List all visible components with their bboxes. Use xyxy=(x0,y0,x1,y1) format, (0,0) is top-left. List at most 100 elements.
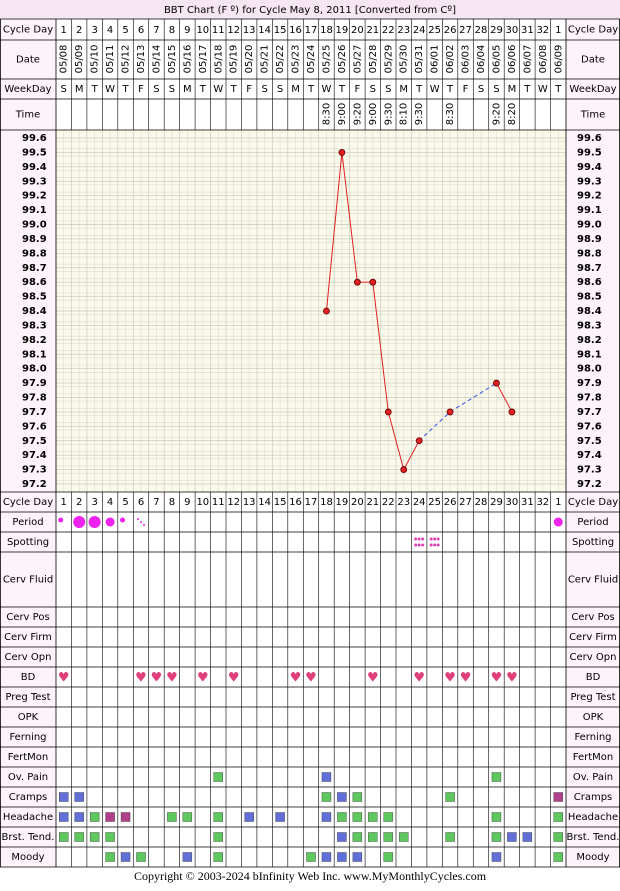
cycle-day: 8 xyxy=(169,497,175,508)
symptom-box xyxy=(89,812,100,822)
y-tick-label: 99.2 xyxy=(22,191,47,202)
symptom-box xyxy=(553,812,563,822)
temp-point xyxy=(446,408,454,416)
row-label: WeekDay xyxy=(4,84,51,95)
row-label: Cycle Day xyxy=(3,25,53,36)
cycle-day: 7 xyxy=(153,497,159,508)
temp-point xyxy=(384,408,392,416)
symptom-box xyxy=(213,832,223,842)
symptom-box xyxy=(352,812,363,822)
cycle-day: 14 xyxy=(258,497,271,508)
cycle-day: 2 xyxy=(76,497,82,508)
cycle-day: 30 xyxy=(506,25,519,36)
left-labels-bg xyxy=(0,19,56,867)
temp-line xyxy=(387,411,405,470)
symptom-box xyxy=(89,832,100,842)
y-tick-label-right: 98.6 xyxy=(577,277,602,288)
date: 05/21 xyxy=(260,45,271,74)
y-tick-label: 97.3 xyxy=(22,465,47,476)
cycle-day: 24 xyxy=(413,497,426,508)
period-dot xyxy=(58,517,64,523)
weekday: W xyxy=(322,84,332,95)
cycle-day: 19 xyxy=(336,497,349,508)
spot-dot xyxy=(429,537,433,541)
y-tick-label-right: 97.3 xyxy=(577,465,602,476)
symptom-box xyxy=(59,792,69,802)
time: 8:30 xyxy=(321,103,332,125)
cycle-day: 11 xyxy=(212,497,225,508)
weekday: F xyxy=(463,84,469,95)
temp-line xyxy=(496,382,513,413)
bd-heart: ♥ xyxy=(413,671,425,686)
cycle-day: 13 xyxy=(243,497,256,508)
weekday: F xyxy=(138,84,144,95)
spot-dot xyxy=(414,543,418,547)
symptom-box xyxy=(553,792,563,802)
date: 05/19 xyxy=(229,45,240,74)
title: BBT Chart (F º) for Cycle May 8, 2011 [C… xyxy=(164,5,456,16)
cycle-day: 17 xyxy=(305,25,318,36)
row-label-right: WeekDay xyxy=(569,84,616,95)
cycle-day: 1 xyxy=(61,497,67,508)
cycle-day: 32 xyxy=(536,497,549,508)
symptom-box xyxy=(74,792,84,802)
y-tick-label: 98.4 xyxy=(22,306,47,317)
weekday: T xyxy=(307,84,315,95)
row-label-right: Ferning xyxy=(574,732,611,743)
weekday: W xyxy=(213,84,223,95)
time: 9:30 xyxy=(383,103,394,125)
date: 06/09 xyxy=(553,45,564,74)
date: 05/29 xyxy=(383,45,394,74)
date: 05/23 xyxy=(291,45,302,74)
temp-point xyxy=(415,437,423,445)
cycle-day: 3 xyxy=(91,497,97,508)
row-label-right: Spotting xyxy=(572,537,614,548)
symptom-box xyxy=(491,852,502,862)
y-tick-label-right: 98.9 xyxy=(577,234,602,245)
y-tick-label-right: 99.1 xyxy=(577,205,602,216)
y-tick-label-right: 97.5 xyxy=(577,436,602,447)
weekday: M xyxy=(291,84,300,95)
y-tick-label: 98.0 xyxy=(22,364,47,375)
symptom-box xyxy=(383,852,393,862)
cycle-day: 8 xyxy=(169,25,175,36)
symptom-box xyxy=(120,812,131,822)
date: 05/18 xyxy=(213,45,224,74)
symptom-box xyxy=(59,832,69,842)
symptom-box xyxy=(383,812,393,822)
row-label: Moody xyxy=(11,852,44,863)
cycle-day: 26 xyxy=(444,497,457,508)
weekday: S xyxy=(493,84,499,95)
cycle-day: 9 xyxy=(184,497,190,508)
weekday: F xyxy=(354,84,360,95)
time: 9:20 xyxy=(491,103,502,125)
row-label-right: Cerv Opn xyxy=(570,652,617,663)
row-label: Cycle Day xyxy=(3,497,53,508)
row-label-right: Ov. Pain xyxy=(573,772,613,783)
symptom-box xyxy=(553,852,563,862)
cycle-day: 13 xyxy=(243,25,256,36)
temp-line xyxy=(403,440,420,470)
y-tick-label-right: 99.6 xyxy=(577,133,602,144)
bd-heart: ♥ xyxy=(290,671,302,686)
spot-dot xyxy=(414,537,418,541)
symptom-box xyxy=(167,812,177,822)
weekday: T xyxy=(338,84,346,95)
bd-heart: ♥ xyxy=(166,671,178,686)
cycle-day: 18 xyxy=(320,25,333,36)
weekday: T xyxy=(415,84,423,95)
y-tick-label-right: 97.9 xyxy=(577,378,602,389)
y-tick-label-right: 98.2 xyxy=(577,335,602,346)
weekday: S xyxy=(169,84,175,95)
weekday: T xyxy=(91,84,99,95)
row-label-right: FertMon xyxy=(573,752,613,763)
symptom-box xyxy=(352,852,363,862)
cycle-day: 25 xyxy=(428,25,441,36)
symptom-box xyxy=(553,832,563,842)
temp-point xyxy=(493,379,500,387)
weekday: S xyxy=(277,84,283,95)
cycle-day: 16 xyxy=(289,497,302,508)
y-tick-label: 97.8 xyxy=(22,393,47,404)
date: 05/24 xyxy=(306,45,317,74)
y-tick-label-right: 97.8 xyxy=(577,393,602,404)
